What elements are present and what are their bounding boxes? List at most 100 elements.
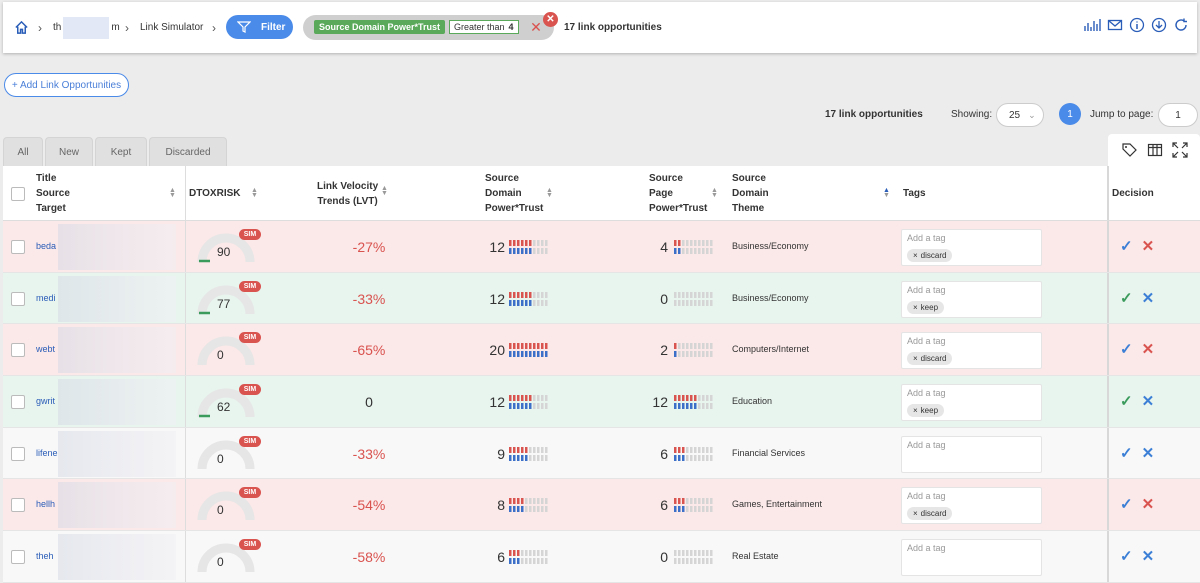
dtoxrisk-value: 62 xyxy=(217,400,231,415)
row-checkbox[interactable] xyxy=(11,395,25,410)
keep-check-icon[interactable]: ✓ xyxy=(1120,496,1133,514)
home-icon[interactable] xyxy=(14,2,29,53)
row-checkbox[interactable] xyxy=(11,498,25,513)
tab-new[interactable]: New xyxy=(45,137,93,166)
sim-badge: SIM xyxy=(239,539,261,551)
chart-bars-icon[interactable] xyxy=(1083,17,1101,33)
decision-divider xyxy=(1107,427,1109,479)
filter-operator: Greater than xyxy=(454,22,505,32)
tag-remove-icon[interactable]: × xyxy=(913,354,918,364)
col-sppt-line1: Source xyxy=(649,173,683,184)
columns-icon[interactable] xyxy=(1147,142,1163,158)
tag-chip[interactable]: × discard xyxy=(907,507,953,521)
tags-input[interactable]: Add a tag xyxy=(901,539,1042,577)
info-icon[interactable] xyxy=(1129,17,1145,33)
filter-chip-condition[interactable]: Greater than 4 xyxy=(449,20,519,34)
discard-x-icon[interactable]: ✕ xyxy=(1141,238,1155,255)
discard-x-icon[interactable]: ✕ xyxy=(1141,289,1155,307)
remove-condition-icon[interactable]: ✕ xyxy=(530,19,542,35)
column-dtoxrisk[interactable]: DTOXRISK ▲ ▼ xyxy=(189,166,264,221)
redacted-url xyxy=(58,224,176,270)
tag-chip-label: discard xyxy=(920,251,947,260)
column-lvt[interactable]: Link Velocity Trends (LVT) ▲ ▼ xyxy=(317,166,407,221)
discard-x-icon[interactable]: ✕ xyxy=(1141,393,1155,411)
column-divider xyxy=(185,166,186,221)
row-title-link[interactable]: webt xyxy=(36,344,56,355)
mail-icon[interactable] xyxy=(1107,17,1123,33)
column-source-domain-power-trust[interactable]: Source Domain Power*Trust ▲ ▼ xyxy=(485,166,565,221)
keep-check-icon[interactable]: ✓ xyxy=(1120,238,1133,255)
tab-kept[interactable]: Kept xyxy=(95,137,147,166)
tag-chip[interactable]: × discard xyxy=(907,352,953,366)
source-domain-pt-value: 12 xyxy=(489,239,505,255)
add-link-opportunities-button[interactable]: + Add Link Opportunities xyxy=(4,73,129,97)
refresh-icon[interactable] xyxy=(1173,17,1189,33)
fullscreen-icon[interactable] xyxy=(1171,142,1188,158)
row-checkbox[interactable] xyxy=(11,291,25,306)
row-checkbox[interactable] xyxy=(11,343,25,358)
row-checkbox[interactable] xyxy=(11,550,25,565)
tags-input[interactable]: Add a tag × keep xyxy=(901,280,1042,318)
source-page-pt-bars xyxy=(674,342,716,358)
column-source-domain-theme[interactable]: Source Domain Theme ▲ ▼ xyxy=(732,166,892,221)
discard-x-icon[interactable]: ✕ xyxy=(1141,444,1155,462)
lvt-value: -58% xyxy=(352,549,386,566)
tab-all[interactable]: All xyxy=(3,137,43,166)
discard-x-icon[interactable]: ✕ xyxy=(1141,496,1155,514)
column-divider xyxy=(185,427,186,479)
row-title-link[interactable]: gwrit xyxy=(36,396,56,407)
opportunities-count: 17 link opportunities xyxy=(564,22,662,33)
keep-check-icon[interactable]: ✓ xyxy=(1120,548,1133,566)
keep-check-icon[interactable]: ✓ xyxy=(1120,341,1133,359)
filter-button[interactable]: Filter xyxy=(226,15,293,39)
column-source-page-power-trust[interactable]: Source Page Power*Trust ▲ ▼ xyxy=(649,166,729,221)
page-button-current[interactable]: 1 xyxy=(1059,103,1081,125)
breadcrumb-page[interactable]: Link Simulator xyxy=(140,22,204,33)
row-checkbox[interactable] xyxy=(11,240,25,254)
tag-chip[interactable]: × keep xyxy=(907,300,945,314)
tags-input[interactable]: Add a tag × discard xyxy=(901,487,1042,525)
redacted-url xyxy=(58,275,176,322)
row-checkbox[interactable] xyxy=(11,446,25,461)
tab-discarded[interactable]: Discarded xyxy=(149,137,227,166)
clear-filter-icon[interactable]: ✕ xyxy=(543,12,558,27)
source-page-pt-value: 0 xyxy=(660,549,668,566)
jump-to-page-input[interactable]: 1 xyxy=(1158,103,1198,127)
table-row: hellh SIM 0 -54% 8 6 Games, Entertainmen… xyxy=(3,479,1200,532)
keep-check-icon[interactable]: ✓ xyxy=(1120,289,1133,307)
tag-chip[interactable]: × keep xyxy=(907,404,945,418)
discard-x-icon[interactable]: ✕ xyxy=(1141,548,1155,566)
row-title-link[interactable]: hellh xyxy=(36,499,56,510)
tags-input[interactable]: Add a tag × discard xyxy=(901,229,1042,266)
row-title-link[interactable]: beda xyxy=(36,241,57,251)
col-sdpt-line3: Power*Trust xyxy=(485,203,544,214)
col-theme-line1: Source xyxy=(732,173,766,184)
page-size-select[interactable]: 25 ⌄ xyxy=(996,103,1044,127)
tag-chip[interactable]: × discard xyxy=(907,249,953,262)
column-title[interactable]: Title Source Target ▲ ▼ xyxy=(36,166,176,221)
tag-remove-icon[interactable]: × xyxy=(913,302,918,312)
tag-remove-icon[interactable]: × xyxy=(913,509,918,519)
filter-chip-metric[interactable]: Source Domain Power*Trust xyxy=(314,20,446,34)
table-header: Title Source Target ▲ ▼ DTOXRISK ▲ ▼ Link Ve… xyxy=(3,166,1200,221)
tag-filter-icon[interactable] xyxy=(1121,142,1138,158)
breadcrumb-domain[interactable]: th m xyxy=(53,2,120,53)
row-title-link[interactable]: medi xyxy=(36,292,56,303)
row-title-link[interactable]: lifene xyxy=(36,447,58,458)
tag-remove-icon[interactable]: × xyxy=(913,406,918,416)
row-title-link[interactable]: theh xyxy=(36,551,54,562)
dtoxrisk-value: 0 xyxy=(217,451,224,466)
discard-x-icon[interactable]: ✕ xyxy=(1141,341,1155,359)
tags-input[interactable]: Add a tag × keep xyxy=(901,384,1042,422)
sort-icon: ▲ ▼ xyxy=(251,187,258,199)
keep-check-icon[interactable]: ✓ xyxy=(1120,444,1133,462)
tag-remove-icon[interactable]: × xyxy=(913,251,918,260)
col-sdpt-line1: Source xyxy=(485,173,519,184)
tags-input[interactable]: Add a tag × discard xyxy=(901,332,1042,370)
redacted-domain xyxy=(63,16,110,39)
select-all-checkbox[interactable] xyxy=(11,187,25,201)
keep-check-icon[interactable]: ✓ xyxy=(1120,393,1133,411)
source-domain-pt-bars xyxy=(509,394,551,410)
tags-input[interactable]: Add a tag xyxy=(901,435,1042,473)
download-icon[interactable] xyxy=(1151,17,1167,33)
